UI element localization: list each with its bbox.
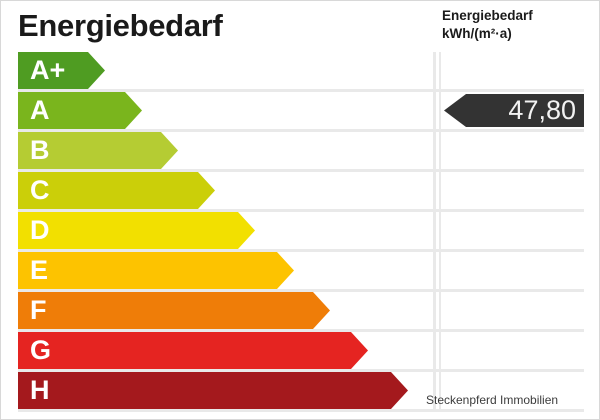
rating-row-c: C	[18, 172, 584, 212]
gap-cell	[433, 372, 441, 412]
value-cell	[441, 212, 584, 252]
grid-divider-right	[439, 332, 441, 372]
page-title: Energiebedarf	[18, 8, 223, 43]
grid-divider-right	[439, 212, 441, 252]
rating-row-h: H	[18, 372, 584, 412]
rating-row-a: A 47,80	[18, 92, 584, 132]
rating-bar-label: G	[30, 335, 52, 365]
grid-divider-left	[433, 92, 436, 132]
gap-cell	[433, 292, 441, 332]
value-cell	[441, 372, 584, 412]
value-cell	[441, 292, 584, 332]
gap-cell	[433, 52, 441, 92]
rating-bar-label: C	[30, 175, 50, 205]
grid-divider-left	[433, 332, 436, 372]
value-cell	[441, 132, 584, 172]
value-column-header: Energiebedarf kWh/(m²·a)	[442, 7, 592, 43]
rating-bar-b: B	[18, 132, 178, 169]
grid-divider-right	[439, 132, 441, 172]
rating-bar-e: E	[18, 252, 294, 289]
gap-cell	[433, 332, 441, 372]
grid-divider-right	[439, 292, 441, 332]
grid-divider-right	[439, 372, 441, 412]
rating-row-b: B	[18, 132, 584, 172]
rating-row-e: E	[18, 252, 584, 292]
gap-cell	[433, 252, 441, 292]
rating-bar-d: D	[18, 212, 255, 249]
rating-row-a-plus: A+	[18, 52, 584, 92]
value-badge: 47,80	[444, 94, 584, 127]
rating-bar-a-plus: A+	[18, 52, 105, 89]
value-cell	[441, 252, 584, 292]
value-header-line2: kWh/(m²·a)	[442, 26, 512, 41]
watermark-label: Steckenpferd Immobilien	[426, 393, 559, 407]
rating-bar-g: G	[18, 332, 368, 369]
value-cell	[441, 52, 584, 92]
rating-bar-h: H	[18, 372, 408, 409]
grid-divider-right	[439, 92, 441, 132]
rating-row-d: D	[18, 212, 584, 252]
rating-bar-f: F	[18, 292, 330, 329]
grid-divider-left	[433, 52, 436, 92]
rating-bar-label: A	[30, 95, 50, 125]
grid-divider-left	[433, 212, 436, 252]
gap-cell	[433, 172, 441, 212]
grid-divider-left	[433, 372, 436, 412]
grid-divider-left	[433, 132, 436, 172]
value-cell	[441, 172, 584, 212]
rating-scale-rows: A+ A 47,80 B C D E F G H	[18, 52, 584, 412]
grid-divider-left	[433, 252, 436, 292]
grid-divider-right	[439, 252, 441, 292]
value-badge-text: 47,80	[508, 95, 576, 125]
grid-divider-left	[433, 292, 436, 332]
value-cell	[441, 332, 584, 372]
rating-row-g: G	[18, 332, 584, 372]
gap-cell	[433, 92, 441, 132]
grid-divider-right	[439, 52, 441, 92]
rating-bar-label: E	[30, 255, 49, 285]
rating-bar-a: A	[18, 92, 142, 129]
rating-bar-label: D	[30, 215, 50, 245]
rating-bar-c: C	[18, 172, 215, 209]
rating-bar-label: H	[30, 375, 50, 405]
rating-row-f: F	[18, 292, 584, 332]
grid-divider-left	[433, 172, 436, 212]
gap-cell	[433, 212, 441, 252]
chart-header: Energiebedarf Energiebedarf kWh/(m²·a)	[1, 1, 599, 51]
rating-bar-label: B	[30, 135, 50, 165]
grid-divider-right	[439, 172, 441, 212]
rating-bar-label: F	[30, 295, 47, 325]
gap-cell	[433, 132, 441, 172]
value-header-line1: Energiebedarf	[442, 8, 533, 23]
rating-bar-label: A+	[30, 55, 66, 85]
